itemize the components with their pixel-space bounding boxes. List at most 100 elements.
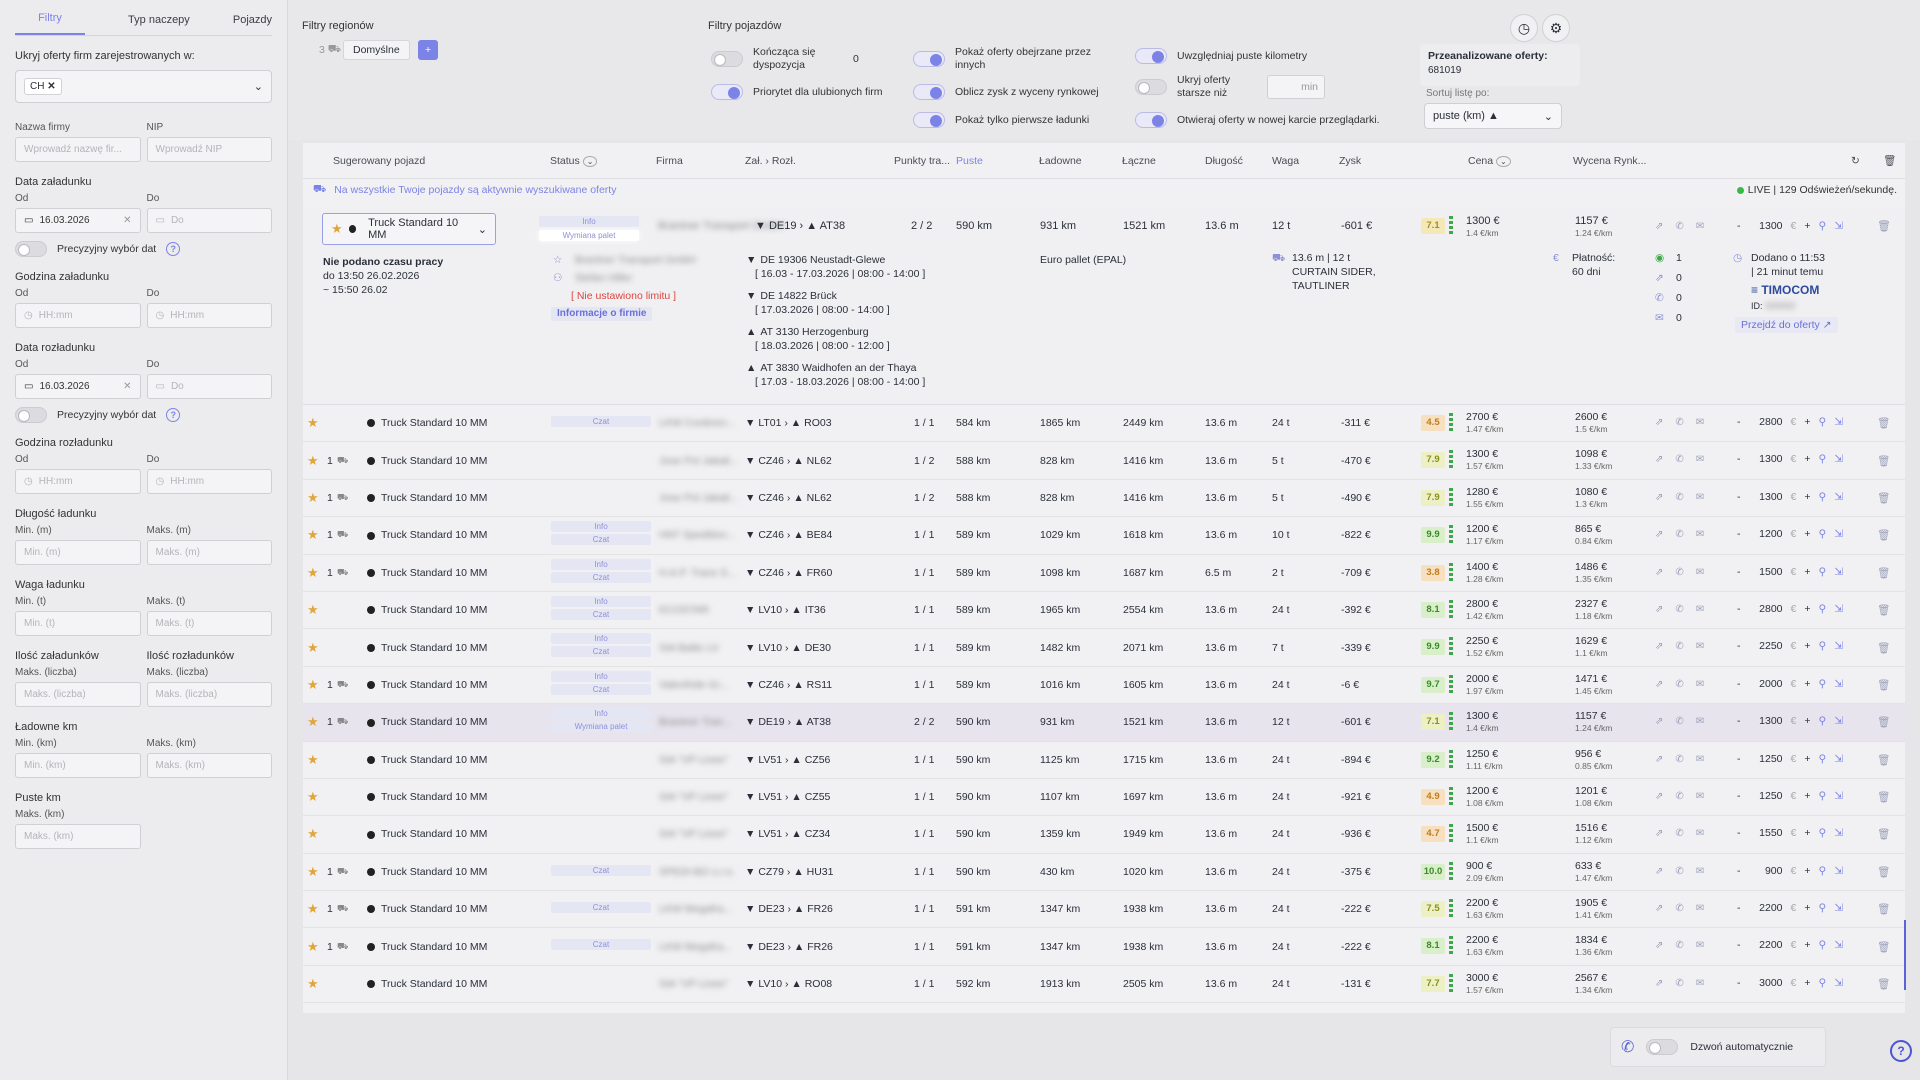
table-row[interactable]: ★ 1 ⛟ Truck Standard 10 MM Czat LKW Megafra..…	[303, 928, 1905, 966]
status-badge[interactable]: Czat	[551, 571, 651, 583]
phone-icon[interactable]: ✆	[1675, 940, 1684, 952]
bid-icon[interactable]: ⚲	[1818, 939, 1827, 952]
plus-icon[interactable]: +	[1804, 453, 1811, 466]
company-name-input[interactable]: Wprowadź nazwę fir...	[15, 137, 141, 162]
minus-icon[interactable]: -	[1737, 677, 1741, 690]
table-row[interactable]: ★ 1 ⛟ Truck Standard 10 MM Info Wymiana palet…	[303, 704, 1905, 742]
star-icon[interactable]: ★	[307, 938, 319, 954]
precise-dates-toggle[interactable]	[15, 241, 47, 257]
table-row[interactable]: ★ 1 ⛟ Truck Standard 10 MM Info Czat HKF Spedi…	[303, 517, 1905, 555]
bid-icon[interactable]: ⚲	[1818, 752, 1827, 765]
vehicle-select[interactable]: ★ Truck Standard 10 MM ⌄	[322, 213, 496, 245]
suggested-vehicle[interactable]: Truck Standard 10 MM	[367, 754, 487, 766]
phone-icon[interactable]: ✆	[1675, 529, 1684, 541]
tab-vehicles[interactable]: Pojazdy	[232, 14, 272, 26]
plus-icon[interactable]: +	[1804, 827, 1811, 840]
offer-stepper[interactable]: - 3000 € + ⚲ ⇲	[1737, 977, 1843, 989]
offer-stepper[interactable]: - 900 € + ⚲ ⇲	[1737, 865, 1843, 877]
mail-icon[interactable]: ✉	[1695, 491, 1705, 503]
load-date-from-input[interactable]: ▭ 16.03.2026 ✕	[15, 208, 141, 233]
col-weight[interactable]: Waga	[1272, 154, 1300, 167]
delete-icon[interactable]: 🗑	[1877, 492, 1891, 505]
table-row[interactable]: ★ 1 ⛟ Truck Standard 10 MM Czat LKW Megafra..…	[303, 891, 1905, 929]
mail-icon[interactable]: ✉	[1695, 790, 1705, 802]
share-icon[interactable]: ⇗	[1655, 221, 1664, 232]
mail-icon[interactable]: ✉	[1695, 940, 1705, 952]
status-badge[interactable]: Czat	[551, 683, 651, 695]
star-icon[interactable]: ★	[307, 901, 319, 917]
offer-stepper[interactable]: - 1250 € + ⚲ ⇲	[1737, 753, 1843, 765]
mail-icon[interactable]: ✉	[1695, 221, 1705, 232]
phone-icon[interactable]: ✆	[1675, 678, 1684, 690]
mail-icon[interactable]: ✉	[1695, 828, 1705, 840]
minus-icon[interactable]: -	[1737, 490, 1741, 503]
suggested-vehicle[interactable]: Truck Standard 10 MM	[367, 455, 487, 467]
suggested-vehicle[interactable]: Truck Standard 10 MM	[367, 529, 487, 541]
delete-icon[interactable]: 🗑	[1877, 417, 1891, 430]
send-icon[interactable]: ⇲	[1834, 789, 1843, 802]
bid-icon[interactable]: ⚲	[1818, 640, 1827, 653]
share-icon[interactable]: ⇗	[1655, 977, 1664, 989]
clear-icon[interactable]: ✕	[123, 215, 132, 226]
col-status[interactable]: Status ⌄	[550, 155, 598, 167]
mail-icon[interactable]: ✉	[1695, 454, 1705, 466]
bid-icon[interactable]: ⚲	[1818, 602, 1827, 615]
default-region-button[interactable]: Domyślne	[343, 40, 410, 60]
col-points[interactable]: Punkty tra...	[894, 154, 951, 167]
phone-icon[interactable]: ✆	[1675, 221, 1684, 232]
status-pallet-badge[interactable]: Wymiana palet	[539, 230, 639, 241]
settings-icon[interactable]: ⚙	[1542, 14, 1570, 42]
bid-icon[interactable]: ⚲	[1818, 902, 1827, 915]
delete-icon[interactable]: 🗑	[1877, 828, 1891, 841]
offer-stepper[interactable]: - 2800 € + ⚲ ⇲	[1737, 603, 1843, 615]
suggested-vehicle[interactable]: Truck Standard 10 MM	[367, 492, 487, 504]
bid-icon[interactable]: ⚲	[1818, 976, 1827, 989]
include-empty-toggle[interactable]	[1135, 48, 1167, 64]
chevron-down-icon[interactable]: ⌄	[1496, 155, 1511, 167]
plus-icon[interactable]: +	[1804, 528, 1811, 541]
offer-stepper[interactable]: - 1500 € + ⚲ ⇲	[1737, 566, 1843, 578]
delete-icon[interactable]: 🗑	[1877, 679, 1891, 692]
phone-icon[interactable]: ✆	[1675, 641, 1684, 653]
share-icon[interactable]: ⇗	[1655, 940, 1664, 952]
share-icon[interactable]: ⇗	[1655, 828, 1664, 840]
bid-icon[interactable]: ⚲	[1818, 677, 1827, 690]
chevron-down-icon[interactable]: ⌄	[582, 155, 598, 167]
suggested-vehicle[interactable]: Truck Standard 10 MM	[367, 604, 487, 616]
send-icon[interactable]: ⇲	[1834, 677, 1843, 690]
hide-older-minutes-input[interactable]: min	[1267, 75, 1325, 99]
offer-value[interactable]: 2250	[1759, 640, 1783, 653]
star-outline-icon[interactable]: ☆	[553, 254, 563, 266]
star-icon[interactable]: ★	[307, 863, 319, 879]
plus-icon[interactable]: +	[1804, 715, 1811, 728]
minus-icon[interactable]: -	[1737, 453, 1741, 466]
table-row[interactable]: ★ 1 ⛟ Truck Standard 10 MM Info Czat H.A.P. Tr…	[303, 555, 1905, 592]
bid-icon[interactable]: ⚲	[1818, 416, 1827, 428]
plus-icon[interactable]: +	[1804, 602, 1811, 615]
remove-chip-icon[interactable]: ✕	[47, 81, 56, 92]
col-suggested-vehicle[interactable]: Sugerowany pojazd	[333, 154, 426, 167]
company-name[interactable]: Jose Pol Jabali...	[659, 491, 739, 504]
send-icon[interactable]: ⇲	[1834, 490, 1843, 503]
mail-icon[interactable]: ✉	[1695, 603, 1705, 615]
company-name[interactable]: SIA "VP Linee"	[659, 978, 729, 991]
clear-icon[interactable]: ✕	[123, 381, 132, 392]
phone-icon[interactable]: ✆	[1675, 566, 1684, 578]
company-name[interactable]: Brantner Transport GmbH	[658, 220, 785, 232]
offer-value[interactable]: 1500	[1759, 565, 1783, 578]
refresh-icon[interactable]: ↻	[1851, 154, 1860, 167]
plus-icon[interactable]: +	[1804, 677, 1811, 690]
star-icon[interactable]: ★	[307, 564, 319, 580]
minus-icon[interactable]: -	[1737, 528, 1741, 541]
status-badge[interactable]: Czat	[551, 939, 651, 951]
table-row[interactable]: ★ 1 ⛟ Truck Standard 10 MM Jose Pol Jabali..…	[303, 442, 1905, 480]
phone-icon[interactable]: ✆	[1675, 603, 1684, 615]
company-name[interactable]: LKW Megafra...	[659, 903, 732, 916]
company-name[interactable]: ECOSTAR	[659, 604, 709, 617]
share-icon[interactable]: ⇗	[1655, 865, 1664, 877]
delete-icon[interactable]: 🗑	[1877, 220, 1891, 233]
star-icon[interactable]: ★	[307, 826, 319, 842]
minus-icon[interactable]: -	[1737, 864, 1741, 877]
send-icon[interactable]: ⇲	[1834, 640, 1843, 653]
delete-icon[interactable]: 🗑	[1877, 791, 1891, 804]
